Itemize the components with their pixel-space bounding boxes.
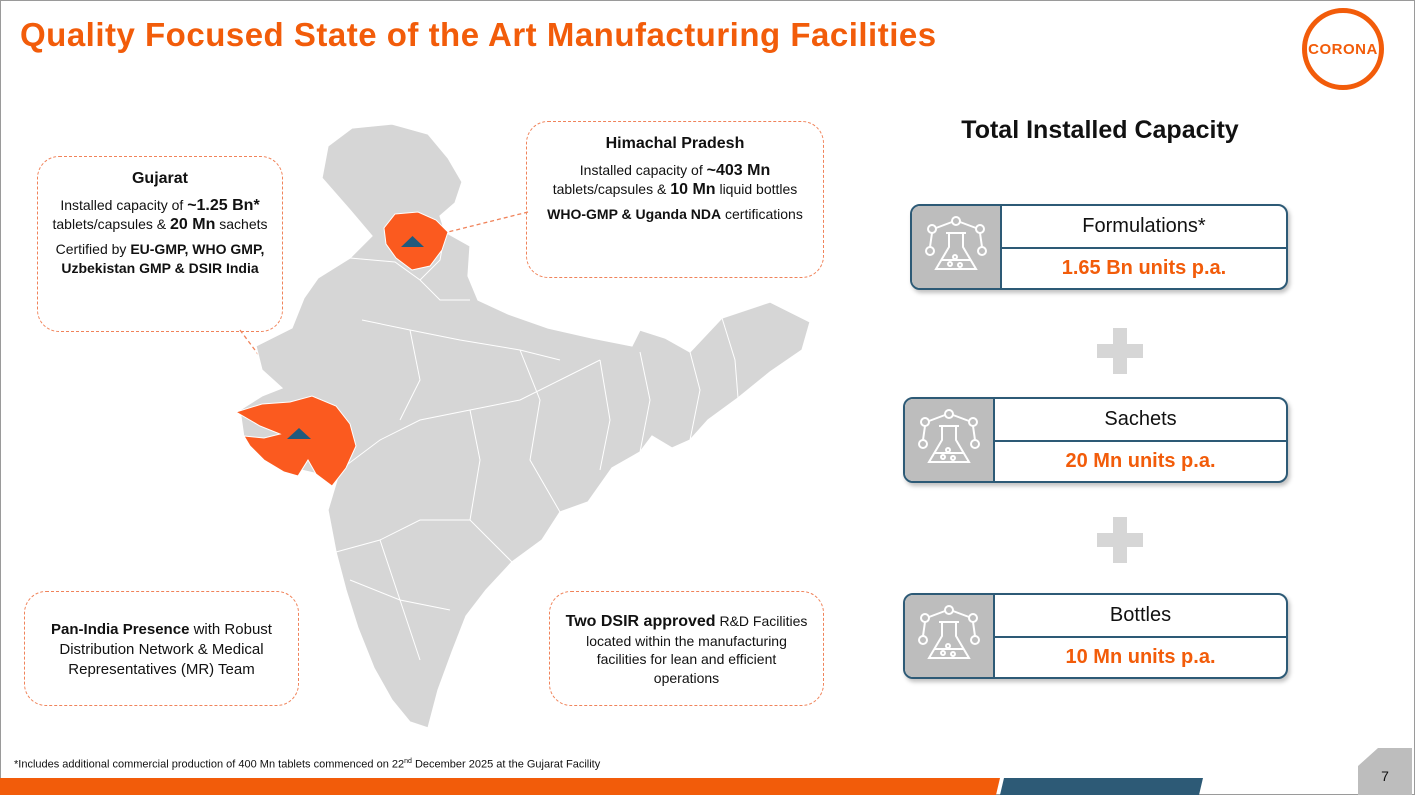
gujarat-cert-pre: Certified by: [55, 241, 131, 257]
page-title: Quality Focused State of the Art Manufac…: [20, 16, 937, 53]
page-number: 7: [1381, 768, 1389, 784]
lab-network-icon: [905, 399, 995, 481]
formulations-card: Formulations* 1.65 Bn units p.a.: [910, 204, 1288, 290]
footer-bars: [0, 778, 1203, 795]
logo-text: CORONA: [1308, 40, 1378, 58]
himachal-cap-pre: Installed capacity of: [579, 162, 707, 178]
formulations-label: Formulations*: [1002, 206, 1286, 249]
himachal-cap-post: liquid bottles: [715, 181, 798, 197]
gujarat-cap-sachets: 20 Mn: [170, 216, 216, 233]
himachal-connector: [447, 211, 529, 233]
himachal-callout: Himachal Pradesh Installed capacity of ~…: [526, 121, 824, 278]
footnote-pre: *Includes additional commercial producti…: [14, 758, 405, 771]
bottles-label: Bottles: [995, 595, 1286, 638]
himachal-heading: Himachal Pradesh: [605, 135, 745, 152]
gujarat-callout: Gujarat Installed capacity of ~1.25 Bn* …: [37, 156, 283, 332]
page-number-badge: 7: [1358, 748, 1412, 795]
gujarat-marker: [287, 428, 311, 439]
himachal-cap-mid: tablets/capsules &: [552, 181, 671, 197]
lab-network-icon: [912, 206, 1002, 288]
bottles-value: 10 Mn units p.a.: [1065, 646, 1216, 668]
gujarat-cap-tablets: ~1.25 Bn*: [187, 197, 260, 214]
footnote-sup: nd: [404, 758, 412, 765]
gujarat-region: [234, 395, 357, 487]
capacity-title: Total Installed Capacity: [961, 116, 1239, 144]
bottles-card: Bottles 10 Mn units p.a.: [903, 593, 1288, 679]
sachets-value: 20 Mn units p.a.: [1065, 450, 1216, 472]
himachal-cap-bottles: 10 Mn: [670, 181, 716, 198]
gujarat-cap-mid: tablets/capsules &: [52, 216, 171, 232]
plus-icon: [1097, 328, 1143, 374]
footnote-post: December 2025 at the Gujarat Facility: [411, 758, 601, 771]
dsir-callout: Two DSIR approved R&D Facilities located…: [549, 591, 824, 706]
state-borders: [335, 231, 739, 661]
footnote: *Includes additional commercial producti…: [14, 758, 600, 771]
himachal-cert-post: certifications: [721, 206, 803, 222]
himachal-certifications: WHO-GMP & Uganda NDA: [547, 206, 722, 222]
pan-india-bold: Pan-India Presence: [51, 621, 190, 638]
plus-icon: [1097, 517, 1143, 563]
formulations-value: 1.65 Bn units p.a.: [1061, 257, 1227, 279]
gujarat-cap-pre: Installed capacity of: [60, 197, 188, 213]
sachets-card: Sachets 20 Mn units p.a.: [903, 397, 1288, 483]
himachal-cap-tablets: ~403 Mn: [706, 162, 771, 179]
gujarat-certifications: EU-GMP, WHO GMP, Uzbekistan GMP & DSIR I…: [61, 241, 265, 276]
dsir-text: R&D Facilities located within the manufa…: [586, 613, 808, 686]
pan-india-text: with Robust Distribution Network & Medic…: [59, 621, 272, 678]
dsir-bold: Two DSIR approved: [565, 613, 716, 630]
lab-network-icon: [905, 595, 995, 677]
gujarat-heading: Gujarat: [131, 170, 188, 187]
pan-india-callout: Pan-India Presence with Robust Distribut…: [24, 591, 299, 706]
gujarat-cap-post: sachets: [215, 216, 268, 232]
corona-logo: CORONA: [1302, 8, 1384, 90]
sachets-label: Sachets: [995, 399, 1286, 442]
india-outline: [239, 123, 811, 729]
himachal-marker: [401, 236, 424, 247]
